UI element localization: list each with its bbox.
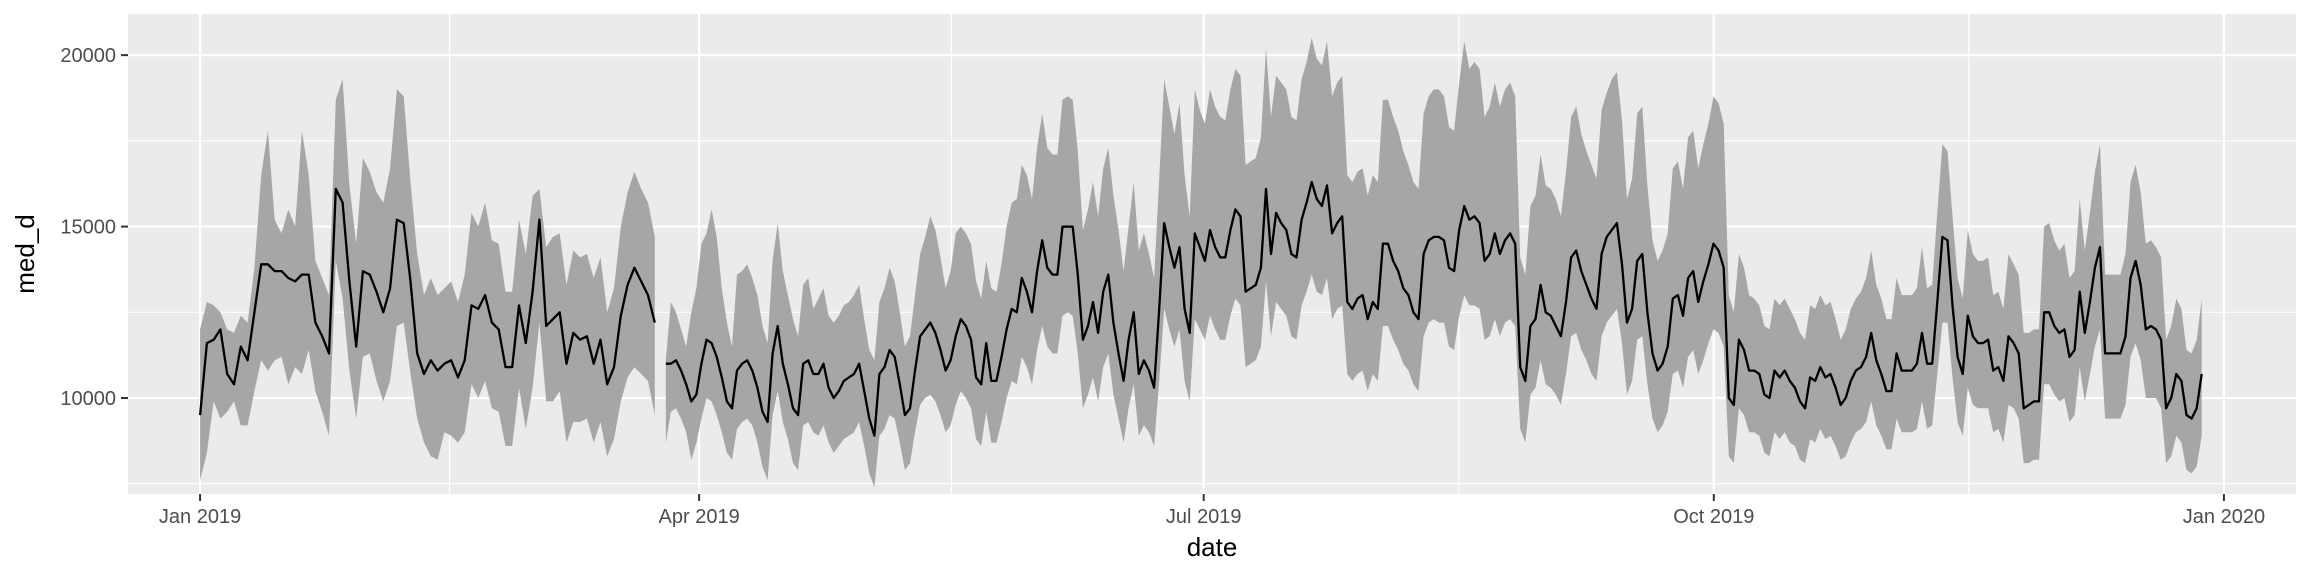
y-axis-title: med_d xyxy=(10,214,40,294)
x-axis-title: date xyxy=(1187,532,1238,562)
median-line-2 xyxy=(665,180,2203,437)
x-tick-label: Apr 2019 xyxy=(659,506,740,528)
x-tick-label: Jul 2019 xyxy=(1166,506,1242,528)
x-tick-label: Jan 2020 xyxy=(2183,506,2265,528)
y-tick-label: 10000 xyxy=(60,388,116,410)
median-line-1 xyxy=(198,187,656,416)
x-axis: Jan 2019 Apr 2019 Jul 2019 Oct 2019 Jan 2020 xyxy=(159,494,2265,528)
x-tick-label: Oct 2019 xyxy=(1673,506,1754,528)
y-tick-label: 15000 xyxy=(60,217,116,239)
median-lines xyxy=(198,180,2203,437)
confidence-ribbon-1 xyxy=(200,79,655,481)
y-axis: 10000 15000 20000 xyxy=(60,45,128,410)
x-tick-label: Jan 2019 xyxy=(159,506,241,528)
y-tick-label: 20000 xyxy=(60,45,116,67)
